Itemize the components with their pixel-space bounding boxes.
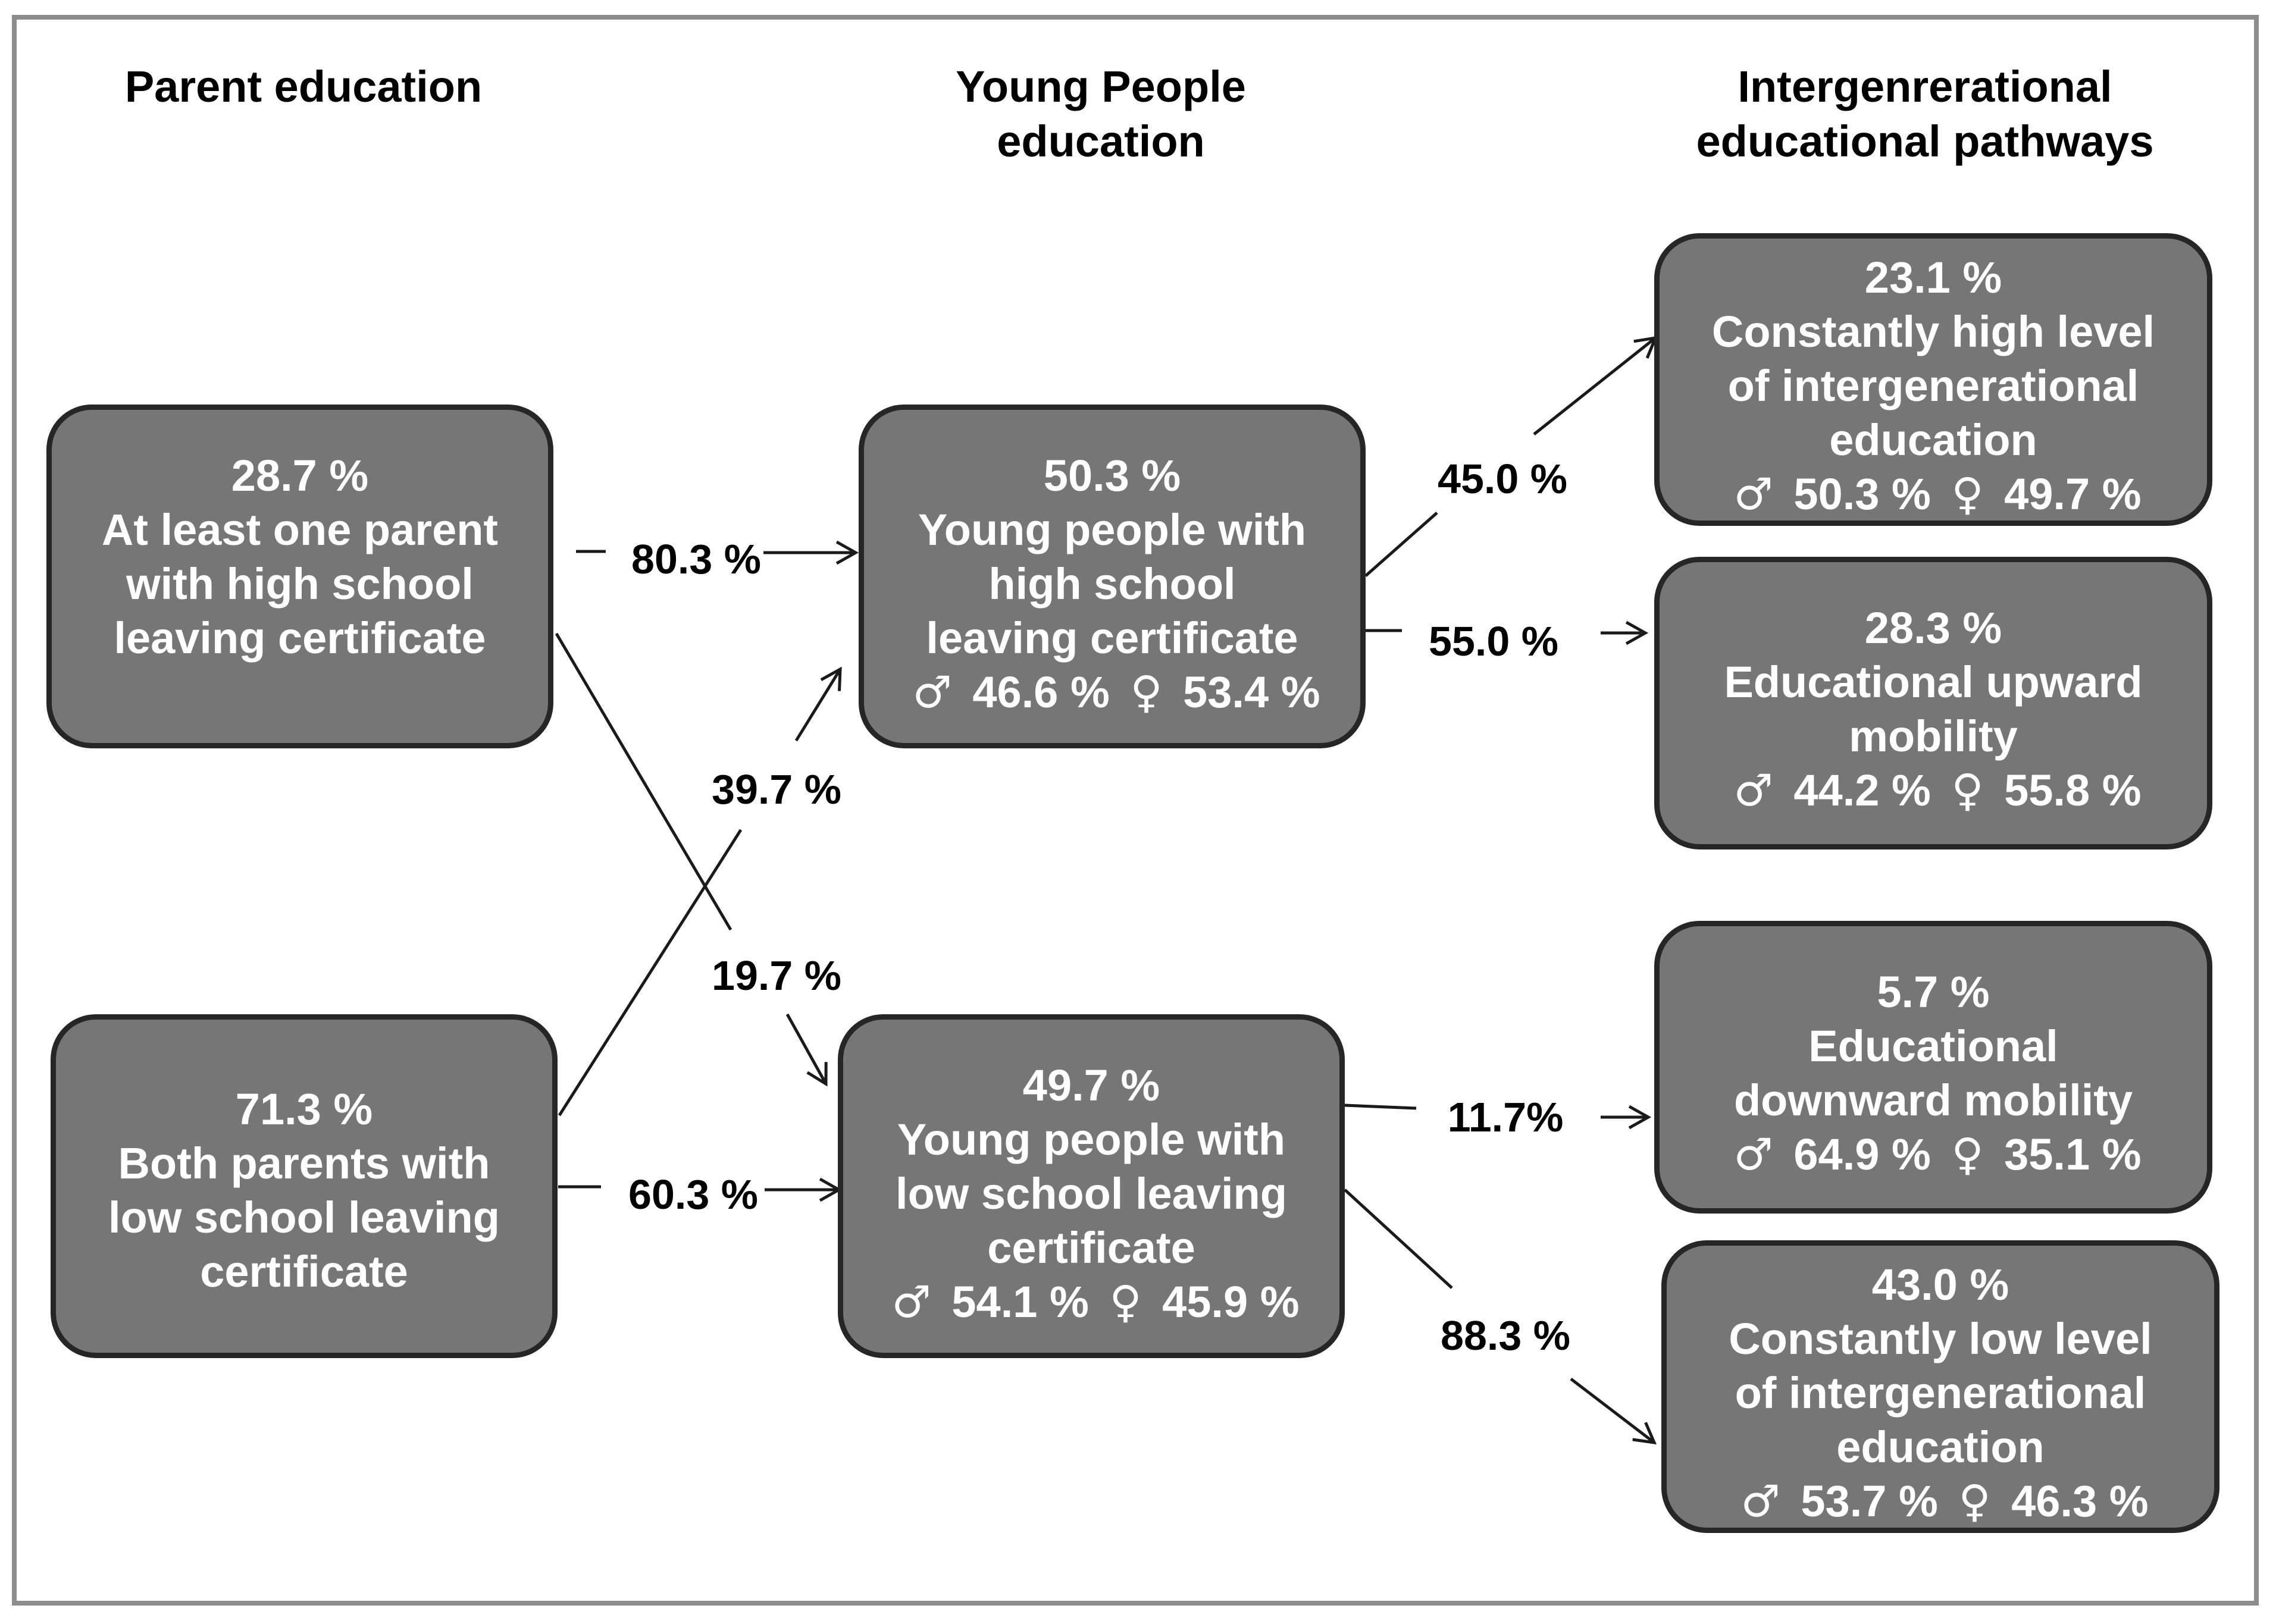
box-young-high-education: 50.3 % Young people with high school lea…: [859, 405, 1366, 748]
column-title-pathways-line2: educational pathways: [1696, 117, 2154, 166]
female-icon: ♀: [1951, 469, 1984, 520]
female-share: 55.8 %: [2004, 766, 2142, 815]
female-share: 49.7 %: [2004, 469, 2142, 519]
arrow-young-high-to-const-high-lower: [1364, 512, 1438, 577]
box-label-line: leaving certificate: [114, 613, 486, 663]
arrow-young-low-to-downward-tail: [1344, 1103, 1417, 1110]
arrow-parent-low-to-young-high-lower: [558, 829, 743, 1117]
box-percent: 71.3 %: [235, 1084, 373, 1134]
column-title-young-people-education: Young People education: [863, 59, 1339, 169]
box-percent: 23.1 %: [1864, 253, 2002, 302]
male-icon: ♂: [1733, 1129, 1773, 1180]
box-percent: 43.0 %: [1871, 1260, 2009, 1309]
box-label-line: At least one parent: [101, 505, 499, 554]
box-percent: 5.7 %: [1877, 967, 1990, 1017]
column-title-young-line2: education: [997, 117, 1205, 166]
male-share: 64.9 %: [1793, 1130, 1931, 1179]
box-label-line: mobility: [1849, 711, 2018, 761]
box-label-line: education: [1836, 1422, 2045, 1472]
flow-label-parent-low-to-young-high: 39.7 %: [712, 766, 841, 813]
arrow-parent-high-to-young-low: [785, 1013, 826, 1084]
female-icon: ♀: [1109, 1277, 1142, 1328]
flow-label-young-low-to-const-low: 88.3 %: [1441, 1312, 1570, 1359]
female-icon: ♀: [1130, 667, 1163, 718]
flow-label-parent-high-to-young-high: 80.3 %: [631, 536, 761, 582]
male-icon: ♂: [1740, 1476, 1780, 1527]
column-title-young-line1: Young People: [956, 62, 1246, 111]
box-pathway-constantly-low: 43.0 % Constantly low level of intergene…: [1661, 1240, 2219, 1533]
box-label-line: education: [1829, 415, 2037, 465]
box-label-line: downward mobility: [1733, 1076, 2133, 1125]
box-pathway-downward-mobility: 5.7 % Educational downward mobility ♂ 64…: [1654, 921, 2212, 1214]
male-share: 54.1 %: [951, 1277, 1089, 1327]
box-percent: 49.7 %: [1022, 1061, 1160, 1110]
female-share: 46.3 %: [2011, 1476, 2149, 1526]
gender-split: ♂ 44.2 % ♀ 55.8 %: [1660, 763, 2207, 818]
male-icon: ♂: [891, 1277, 931, 1328]
box-parent-low-education: 71.3 % Both parents with low school leav…: [51, 1014, 558, 1358]
male-share: 53.7 %: [1801, 1476, 1938, 1526]
arrow-young-low-to-const-low: [1570, 1378, 1654, 1443]
male-share: 46.6 %: [972, 667, 1110, 717]
box-label-line: of intergenerational: [1727, 361, 2139, 410]
column-title-pathways: Intergenrerational educational pathways: [1627, 59, 2222, 169]
female-share: 45.9 %: [1162, 1277, 1300, 1327]
gender-split: ♂ 53.7 % ♀ 46.3 %: [1667, 1474, 2214, 1529]
box-pathway-upward-mobility: 28.3 % Educational upward mobility ♂ 44.…: [1654, 557, 2212, 849]
male-share: 44.2 %: [1793, 766, 1931, 815]
gender-split: ♂ 50.3 % ♀ 49.7 %: [1660, 467, 2207, 522]
flow-label-parent-high-to-young-low: 19.7 %: [712, 952, 841, 999]
flow-label-parent-low-to-young-low: 60.3 %: [628, 1171, 758, 1218]
flow-label-young-high-to-upward: 55.0 %: [1429, 618, 1558, 664]
box-label-line: Educational: [1808, 1021, 2058, 1071]
gender-split: ♂ 46.6 % ♀ 53.4 %: [864, 665, 1360, 720]
box-pathway-constantly-high: 23.1 % Constantly high level of intergen…: [1654, 233, 2212, 526]
box-label-line: Constantly low level: [1729, 1314, 2152, 1363]
male-icon: ♂: [1733, 765, 1773, 816]
box-label-line: Constantly high level: [1711, 307, 2155, 356]
box-percent: 50.3 %: [1043, 451, 1181, 500]
box-percent: 28.7 %: [231, 451, 369, 500]
column-title-parent-education: Parent education: [65, 59, 541, 114]
box-young-low-education: 49.7 % Young people with low school leav…: [838, 1014, 1345, 1358]
male-share: 50.3 %: [1793, 469, 1931, 519]
box-label-line: certificate: [987, 1223, 1195, 1272]
arrow-young-low-to-const-low-upper: [1344, 1189, 1453, 1289]
female-share: 53.4 %: [1183, 667, 1320, 717]
female-share: 35.1 %: [2004, 1130, 2142, 1179]
flow-label-young-low-to-downward: 11.7%: [1447, 1094, 1564, 1140]
arrow-parent-high-to-young-low-upper: [555, 632, 732, 931]
box-label-line: high school: [988, 559, 1236, 609]
arrow-young-high-to-const-high: [1533, 338, 1655, 435]
box-label-line: of intergenerational: [1735, 1368, 2146, 1418]
box-label-line: Educational upward: [1724, 657, 2143, 707]
female-icon: ♀: [1951, 1129, 1984, 1180]
column-title-parent-text: Parent education: [124, 62, 483, 111]
box-label-line: low school leaving: [896, 1169, 1287, 1218]
box-label-line: Both parents with: [118, 1139, 490, 1188]
arrow-parent-low-to-young-high: [794, 669, 840, 742]
gender-split: ♂ 54.1 % ♀ 45.9 %: [843, 1275, 1339, 1330]
box-label-line: Young people with: [918, 505, 1307, 554]
column-title-pathways-line1: Intergenrerational: [1738, 62, 2112, 111]
box-label-line: with high school: [126, 559, 474, 609]
gender-split: ♂ 64.9 % ♀ 35.1 %: [1660, 1127, 2207, 1182]
box-label-line: certificate: [200, 1247, 408, 1296]
female-icon: ♀: [1951, 765, 1984, 816]
male-icon: ♂: [912, 667, 952, 718]
female-icon: ♀: [1958, 1476, 1991, 1527]
flow-label-young-high-to-const-high: 45.0 %: [1438, 456, 1567, 502]
box-label-line: Young people with: [897, 1115, 1286, 1164]
male-icon: ♂: [1733, 469, 1773, 520]
box-parent-high-education: 28.7 % At least one parent with high sch…: [46, 405, 553, 748]
box-label-line: low school leaving: [108, 1193, 500, 1242]
box-label-line: leaving certificate: [926, 613, 1298, 663]
box-percent: 28.3 %: [1864, 603, 2002, 653]
